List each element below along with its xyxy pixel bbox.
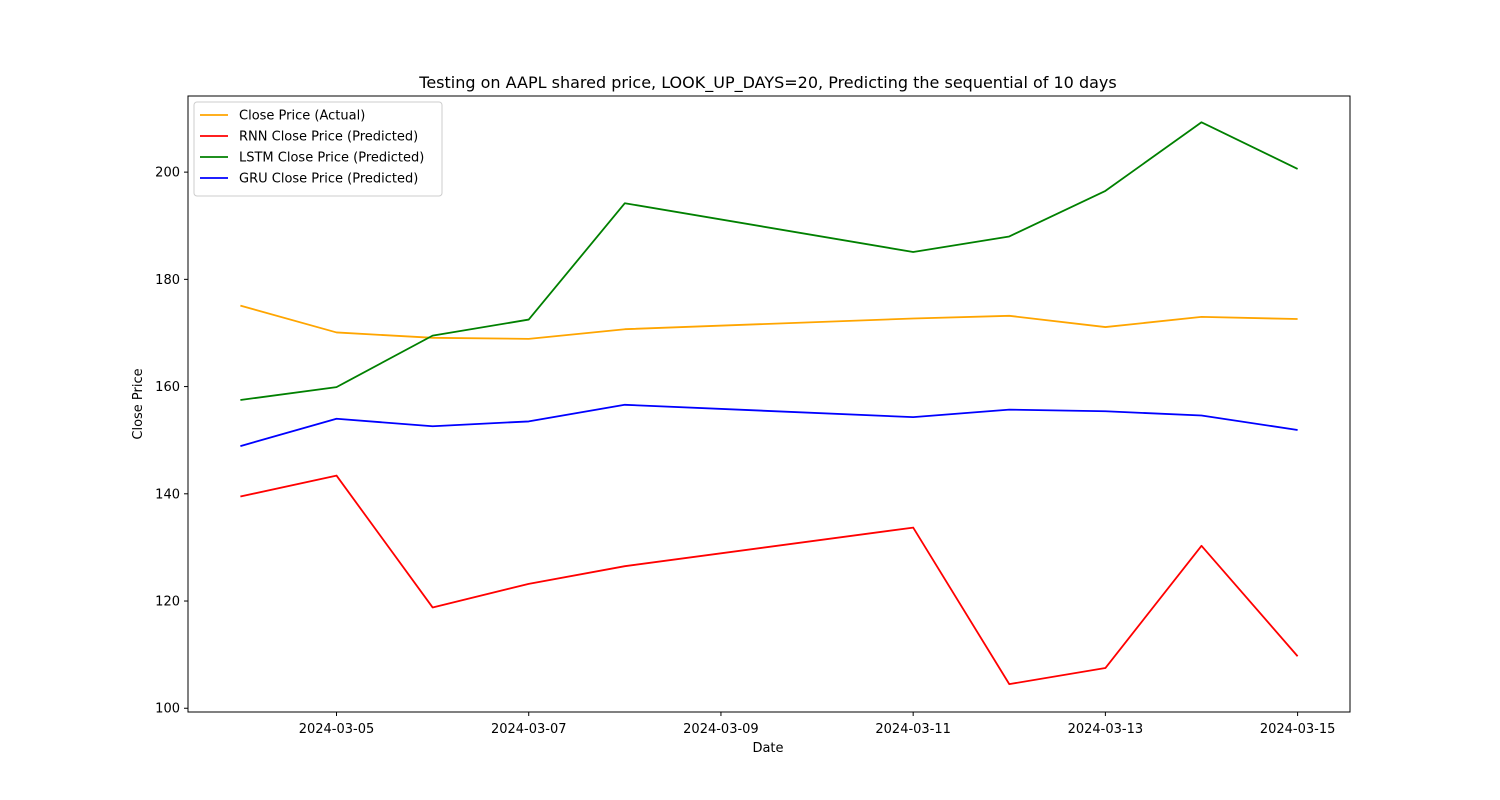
y-tick-label: 180 [155,273,180,288]
y-tick-label: 200 [155,166,180,181]
y-tick-label: 140 [155,487,180,502]
axes-frame [187,95,1351,713]
x-tick-label: 2024-03-07 [491,722,567,737]
y-tick-label: 100 [155,702,180,717]
x-axis-label: Date [752,741,783,756]
series-line-rnn [240,474,1299,686]
plot-area: 100 120 140 160 180 200 2024-03-05 2024-03-07 20… [155,95,1351,737]
legend-label: Close Price (Actual) [239,109,365,124]
legend-label: LSTM Close Price (Predicted) [239,151,424,166]
legend: Close Price (Actual) RNN Close Price (Pre… [193,101,443,197]
legend-label: RNN Close Price (Predicted) [239,130,418,145]
y-axis-label: Close Price [131,368,146,439]
series-line-lstm [240,121,1299,401]
x-tick-label: 2024-03-15 [1260,722,1336,737]
y-tick-label: 120 [155,595,180,610]
legend-box [193,101,443,197]
chart-title: Testing on AAPL shared price, LOOK_UP_DA… [418,73,1116,93]
y-tick-label: 160 [155,380,180,395]
series-line-gru [240,403,1298,447]
series-line-close [240,304,1298,340]
x-tick-label: 2024-03-11 [875,722,951,737]
x-tick-label: 2024-03-13 [1068,722,1144,737]
x-tick-label: 2024-03-09 [683,722,759,737]
x-tick-label: 2024-03-05 [299,722,375,737]
legend-label: GRU Close Price (Predicted) [239,172,418,187]
